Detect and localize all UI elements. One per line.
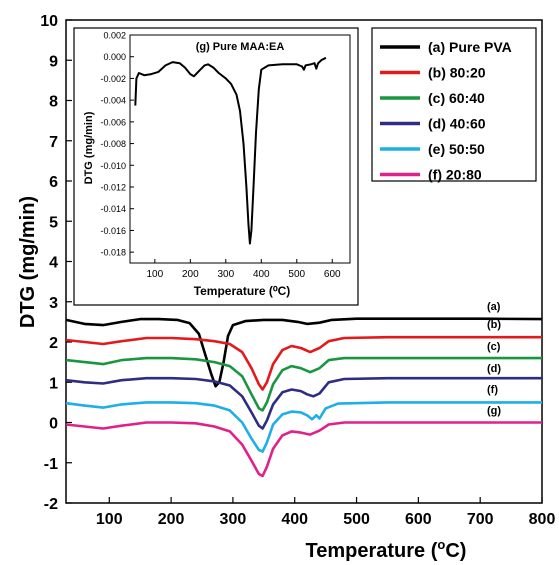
x-axis-label-unit: C) (445, 540, 466, 562)
series-line (65, 376, 542, 430)
inset-axis-ticks: 100 200 300 400 500 600 0.002 0.000 -0.002 -0.004… (100, 31, 341, 281)
y-tick-label: 10 (40, 13, 58, 30)
main-series-group (65, 317, 543, 478)
y-tick-label: -2 (44, 496, 58, 513)
legend-label: (e) 50:50 (428, 141, 485, 157)
inset-y-tick-label: -0.016 (100, 226, 126, 236)
inset-series-line (134, 56, 327, 245)
x-tick-label: 300 (220, 511, 247, 528)
inset-series-group (134, 56, 327, 245)
series-line (65, 335, 542, 391)
y-tick-label: -1 (44, 456, 58, 473)
curve-label: (g) (487, 405, 501, 417)
y-tick-label: 2 (49, 335, 58, 352)
x-tick-label: 200 (158, 511, 185, 528)
inset-x-tick-label: 200 (182, 269, 199, 280)
main-axis-ticks: 100 200 300 400 500 600 700 800 -2 -1 0 1 2 3 4 5 6 7 8 9 10 (40, 13, 555, 528)
y-axis-label: DTG (mg/min) (17, 196, 39, 328)
inset-y-tick-label: -0.004 (100, 96, 126, 106)
inset-x-tick-label: 300 (217, 269, 234, 280)
legend-label: (c) 60:40 (428, 90, 485, 106)
x-tick-label: 500 (343, 511, 370, 528)
curve-label: (b) (487, 319, 501, 331)
inset-x-tick-label: 400 (253, 269, 270, 280)
series-line (65, 317, 543, 388)
y-tick-label: 0 (49, 416, 58, 433)
inset-y-tick-label: -0.010 (100, 161, 126, 171)
curve-label: (c) (487, 341, 501, 353)
inset-x-tick-label: 500 (288, 269, 305, 280)
inset-y-tick-label: -0.002 (100, 74, 126, 84)
legend-box (371, 27, 537, 182)
inset-frame (73, 27, 359, 306)
inset-title: (g) Pure MAA:EA (196, 41, 285, 53)
series-line (65, 421, 542, 478)
x-tick-label: 800 (529, 511, 556, 528)
legend: (a) Pure PVA (b) 80:20 (c) 60:40 (d) 40:60 (… (380, 39, 512, 183)
main-curve-labels: (a) (b) (c) (d) (f) (g) (487, 301, 501, 417)
inset-y-tick-label: -0.018 (100, 248, 126, 258)
y-tick-label: 7 (49, 134, 58, 151)
inset-y-axis-label: DTG (mg/min) (83, 111, 95, 184)
y-tick-label: 9 (49, 53, 58, 70)
inset-y-tick-label: 0.002 (103, 31, 126, 41)
y-tick-label: 6 (49, 174, 58, 191)
inset-plot-frame (129, 34, 351, 264)
series-line (65, 356, 542, 412)
inset-x-tick-label: 100 (146, 269, 163, 280)
x-tick-label: 600 (405, 511, 432, 528)
x-tick-label: 400 (281, 511, 308, 528)
series-line (65, 401, 542, 453)
x-axis-label-main: Temperature ( (306, 540, 438, 562)
inset-x-tick-label: 600 (324, 269, 341, 280)
inset-y-tick-label: -0.012 (100, 183, 126, 193)
inset-y-tick-label: -0.006 (100, 117, 126, 127)
y-tick-label: 3 (49, 295, 58, 312)
legend-label: (a) Pure PVA (428, 39, 512, 55)
inset-y-tick-label: -0.014 (100, 204, 126, 214)
curve-label: (a) (487, 301, 501, 313)
y-tick-label: 8 (49, 94, 58, 111)
x-axis-label: Temperature (oC) (306, 537, 467, 562)
inset-x-axis-label: Temperature (⁰C) (194, 284, 291, 298)
y-tick-label: 5 (49, 214, 58, 231)
inset-y-tick-label: -0.008 (100, 139, 126, 149)
y-tick-label: 4 (49, 255, 58, 272)
y-tick-label: 1 (49, 375, 58, 392)
x-tick-label: 100 (96, 511, 123, 528)
legend-label: (d) 40:60 (428, 116, 486, 132)
legend-label: (b) 80:20 (428, 65, 486, 81)
x-axis-label-degree: o (437, 537, 445, 552)
curve-label: (f) (487, 384, 498, 396)
x-tick-label: 700 (467, 511, 494, 528)
legend-label: (f) 20:80 (428, 167, 482, 183)
curve-label: (d) (487, 363, 501, 375)
inset-y-tick-label: 0.000 (103, 52, 126, 62)
